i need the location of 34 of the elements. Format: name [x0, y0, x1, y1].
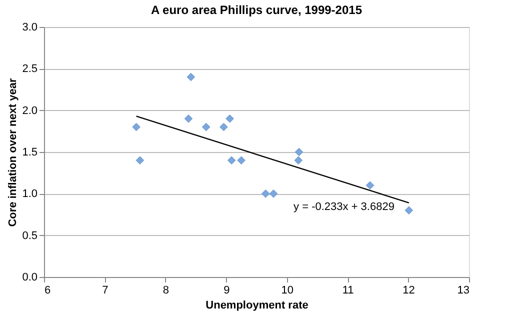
point	[226, 114, 234, 123]
y-tick-label: 1.0	[22, 188, 38, 200]
point	[366, 181, 374, 190]
point	[269, 190, 278, 198]
annotation: y = -0.233x + 3.6829	[294, 201, 394, 213]
x-tick-label: 9	[224, 284, 230, 296]
x-axis-title: Unemployment rate	[206, 300, 308, 312]
x-tick-label: 6	[44, 284, 51, 296]
point	[294, 156, 303, 164]
point	[237, 156, 246, 164]
point	[132, 122, 140, 132]
point	[227, 156, 236, 164]
point	[186, 72, 196, 82]
x-tick-label: 11	[342, 284, 354, 296]
y-tick-label: 2.5	[22, 63, 38, 76]
x-tick-label: 10	[281, 284, 294, 296]
y-tick-label: 0.0	[22, 272, 38, 284]
point	[220, 122, 228, 132]
x-tick-label: 8	[162, 284, 169, 296]
point	[136, 156, 144, 164]
point	[202, 122, 210, 132]
y-tick-label: 0.5	[22, 230, 38, 242]
x-tick-label: 13	[457, 284, 470, 296]
x-tick-label: 12	[402, 284, 415, 296]
y-tick-label: 3.0	[22, 22, 38, 34]
y-axis-title: Core inflation over next year	[7, 78, 20, 227]
y-tick-label: 1.5	[22, 146, 38, 158]
y-tick-label: 2.0	[22, 104, 38, 117]
point	[404, 206, 414, 214]
point	[294, 148, 304, 156]
point	[184, 114, 193, 123]
chart-title: A euro area Phillips curve, 1999-2015	[150, 3, 362, 17]
x-tick-label: 7	[102, 284, 108, 296]
point	[261, 190, 270, 198]
